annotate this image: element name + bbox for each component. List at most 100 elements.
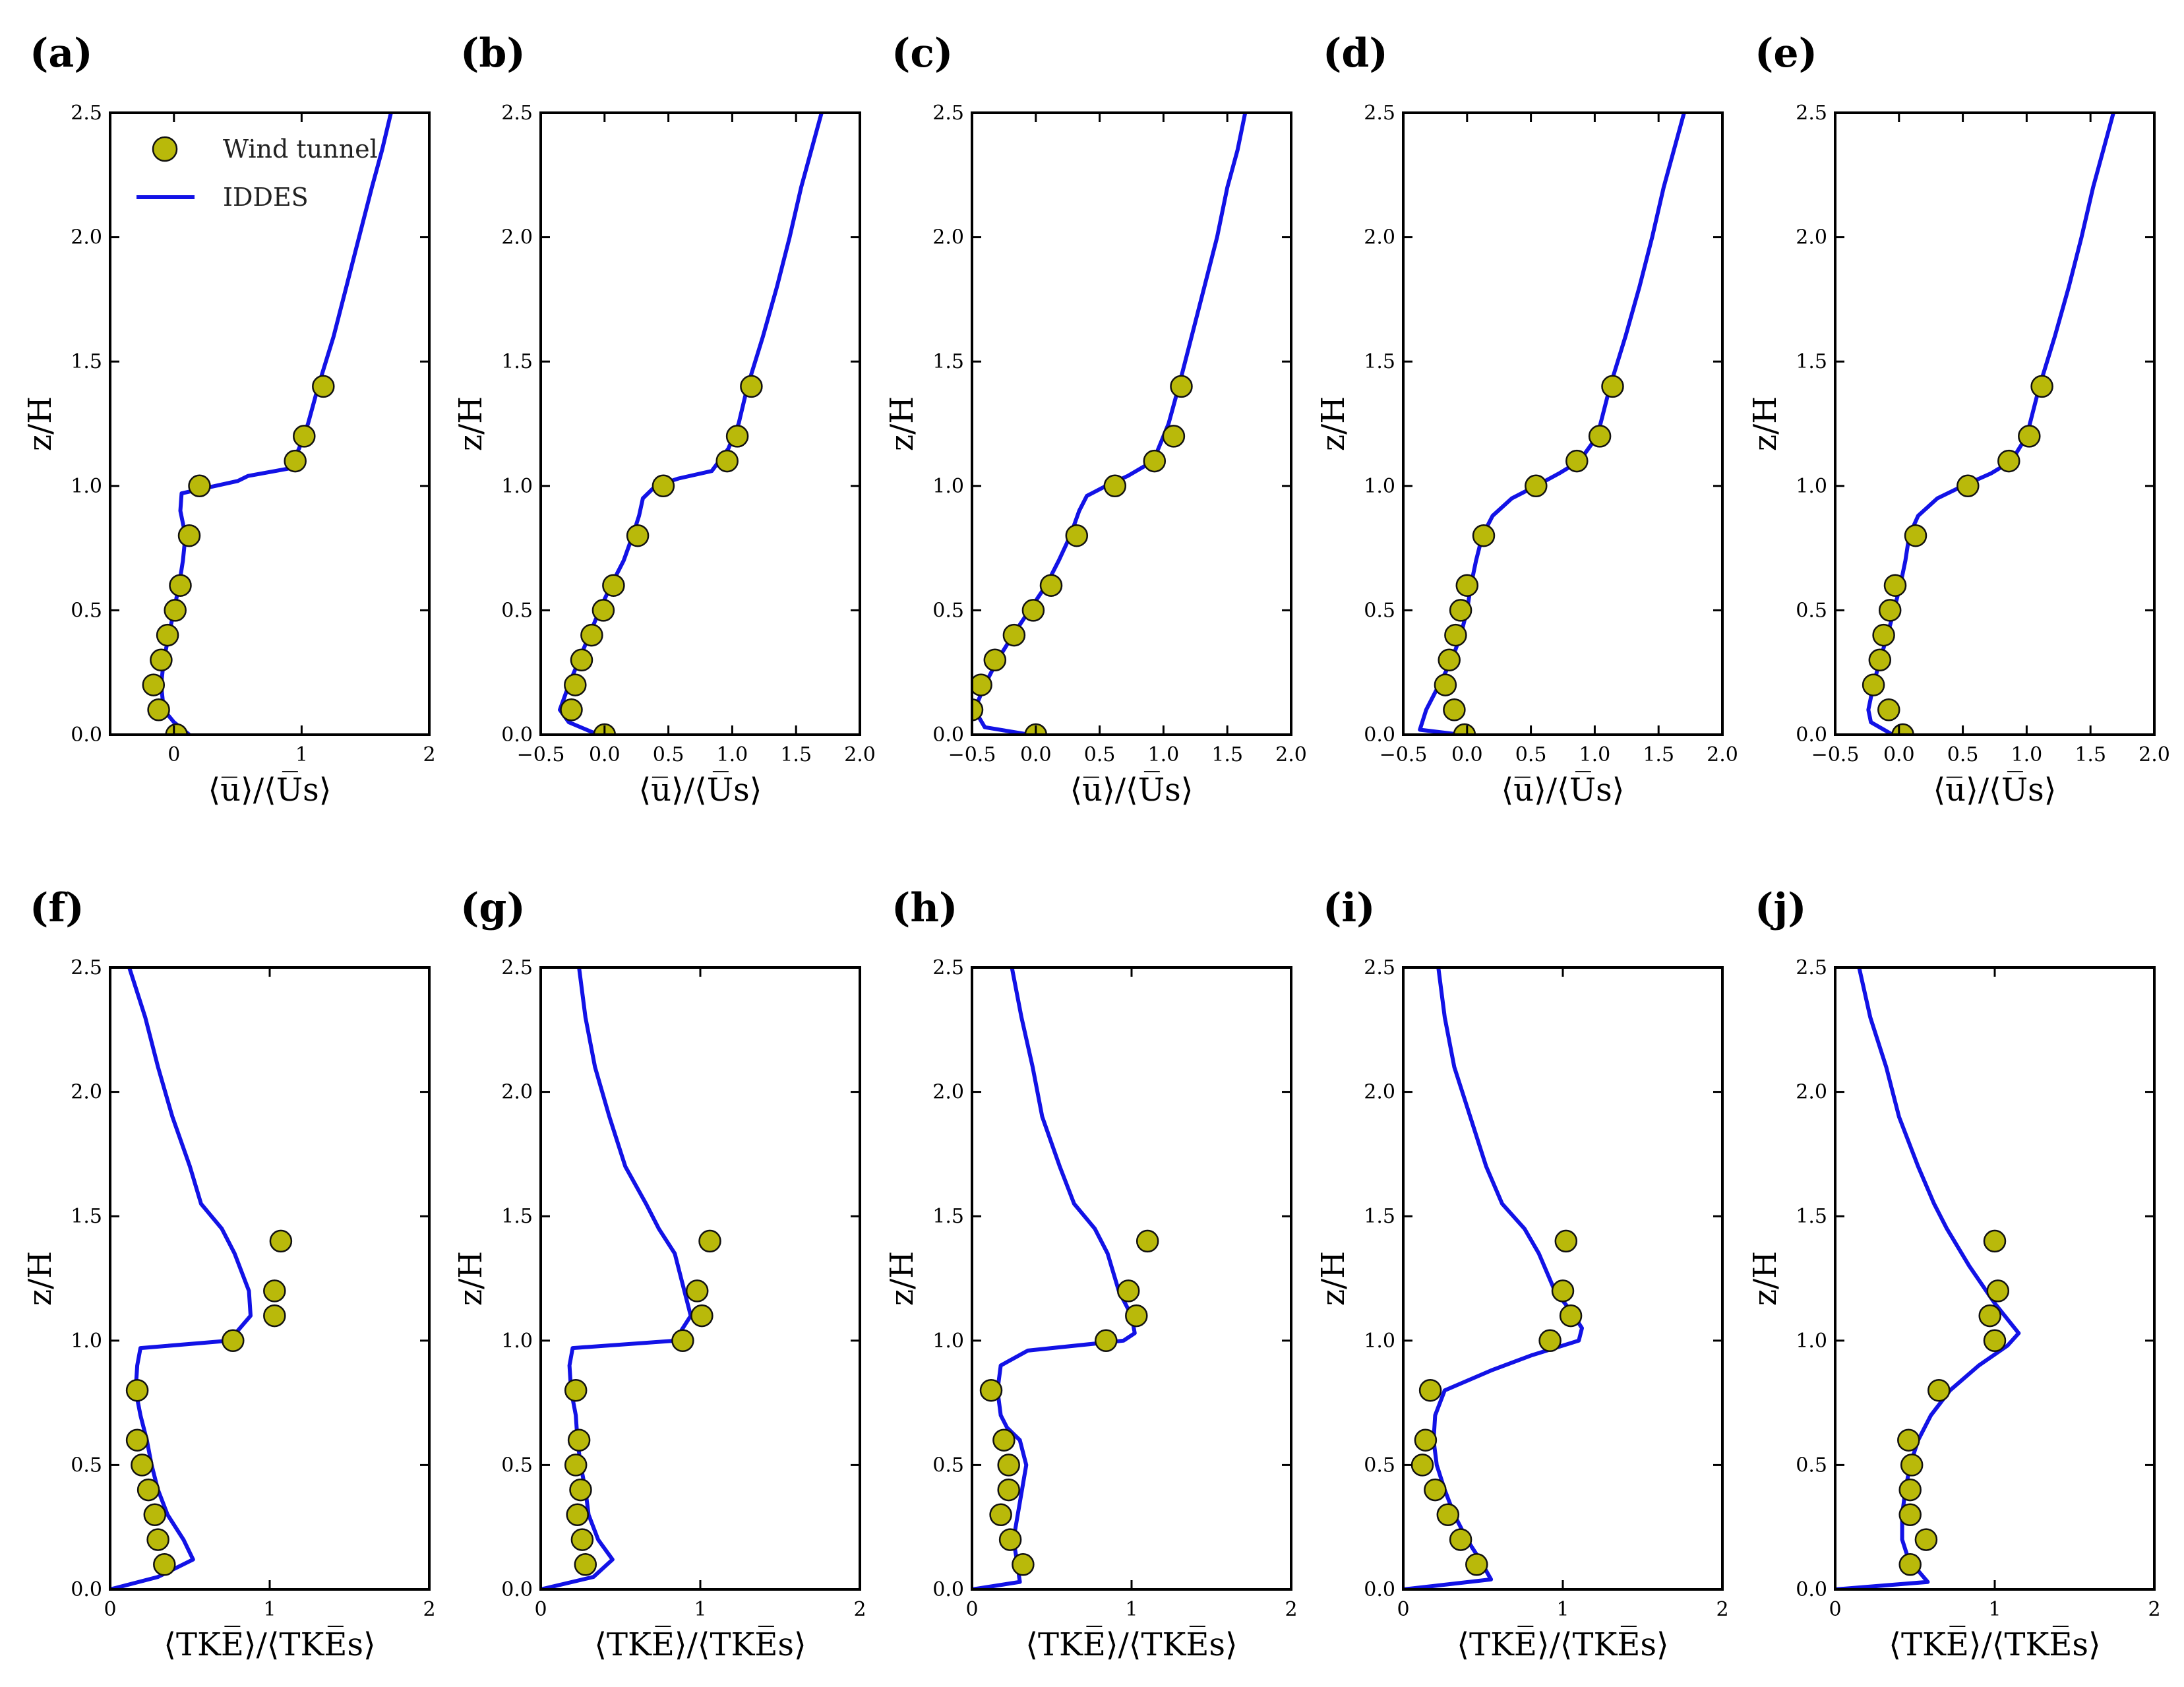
wind-tunnel-point: [1443, 698, 1466, 721]
wind-tunnel-point: [989, 1503, 1012, 1527]
wind-tunnel-point: [1162, 425, 1186, 448]
plot-area: [142, 113, 393, 735]
wind-tunnel-point: [1410, 1454, 1434, 1477]
wind-tunnel-point: [1897, 1428, 1920, 1452]
x-tick-label: 1.0: [1148, 743, 1180, 766]
x-tick-label: 1.0: [717, 743, 748, 766]
wind-tunnel-point: [566, 1503, 589, 1527]
iddes-line: [972, 967, 1137, 1589]
y-tick-label: 0.5: [1796, 599, 1827, 622]
panel-label: (e): [1755, 30, 1817, 77]
y-tick-label: 1.0: [1796, 1330, 1827, 1353]
chart-panel-g: (g) 0 1 2 0.0 0.5 1.0 1.5 2.0 2.5 ⟨TKE̅⟩/⟨TKE̅s⟩ z/…: [452, 885, 866, 1663]
y-axis-label: z/H: [1747, 1251, 1784, 1306]
wind-tunnel-point: [1559, 1304, 1583, 1328]
wind-tunnel-point: [1983, 1329, 2007, 1353]
wind-tunnel-point: [570, 1528, 594, 1551]
y-tick-label: 2.0: [501, 226, 533, 249]
wind-tunnel-point: [2030, 375, 2053, 398]
y-axis-label: z/H: [452, 1251, 489, 1306]
wind-tunnel-point: [177, 524, 201, 547]
wind-tunnel-point: [1116, 1279, 1140, 1303]
x-tick-label: 1.0: [1579, 743, 1611, 766]
wind-tunnel-point: [1927, 1378, 1951, 1402]
wind-tunnel-point: [1957, 474, 1980, 498]
wind-tunnel-point: [1601, 375, 1624, 398]
chart-panel-j: (j) 0 1 2 0.0 0.5 1.0 1.5 2.0 2.5 ⟨TKE̅⟩/⟨TKE̅s⟩ z/…: [1747, 885, 2161, 1663]
y-tick-label: 0.5: [71, 1454, 102, 1477]
x-tick-label: 0: [965, 1598, 978, 1621]
y-axis-label: z/H: [884, 1251, 921, 1306]
wind-tunnel-point: [125, 1378, 149, 1402]
y-tick-label: 0.5: [1364, 599, 1395, 622]
wind-tunnel-point: [169, 574, 192, 597]
wind-tunnel-point: [146, 1528, 169, 1551]
wind-tunnel-point: [564, 673, 587, 696]
x-tick-label: 0.0: [1883, 743, 1915, 766]
wind-tunnel-point: [1021, 599, 1045, 622]
y-tick-label: 2.5: [1364, 102, 1395, 125]
iddes-line: [1835, 967, 2021, 1589]
y-tick-label: 2.5: [501, 956, 533, 979]
legend: Wind tunnel IDDES: [136, 135, 378, 212]
y-axis-label: z/H: [884, 396, 921, 451]
wind-tunnel-point: [1891, 723, 1914, 735]
chart-panel-h: (h) 0 1 2 0.0 0.5 1.0 1.5 2.0 2.5 ⟨TKE̅⟩/⟨TKE̅s⟩ z/…: [884, 885, 1298, 1663]
y-tick-label: 1.0: [1364, 1330, 1395, 1353]
y-tick-label: 2.5: [1796, 956, 1827, 979]
chart-panel-c: (c)−0.5 0.0 0.5 1.0 1.5 2.00.00.51.01.52.02.5…: [884, 30, 1307, 809]
y-tick-label: 0.5: [501, 599, 533, 622]
wind-tunnel-point: [564, 1378, 588, 1402]
y-tick-label: 0.0: [71, 1578, 102, 1601]
wind-tunnel-point: [1525, 474, 1548, 498]
wind-tunnel-point: [1904, 524, 1927, 547]
y-tick-label: 0.5: [501, 1454, 533, 1477]
y-tick-label: 1.5: [71, 350, 102, 373]
x-tick-label: 2.0: [1707, 743, 1738, 766]
chart-panel-e: (e)−0.5 0.0 0.5 1.0 1.5 2.00.00.51.01.52.02.5…: [1747, 30, 2170, 809]
wind-tunnel-point: [715, 449, 739, 473]
y-tick-label: 0.0: [501, 1578, 533, 1601]
y-tick-label: 2.5: [501, 102, 533, 125]
wind-tunnel-point: [972, 698, 984, 721]
wind-tunnel-point: [1900, 1454, 1924, 1477]
wind-tunnel-point: [131, 1454, 154, 1477]
y-tick-label: 2.5: [1796, 102, 1827, 125]
x-tick-label: 2: [2148, 1598, 2160, 1621]
wind-tunnel-point: [1039, 574, 1063, 597]
wind-tunnel-point: [564, 1454, 588, 1477]
y-axis-label: z/H: [22, 396, 59, 451]
y-tick-label: 1.5: [501, 350, 533, 373]
x-axis-label: ⟨TKE̅⟩/⟨TKE̅s⟩: [1025, 1625, 1238, 1663]
x-tick-label: 1.5: [1211, 743, 1243, 766]
y-tick-label: 0.5: [1364, 1454, 1395, 1477]
chart-panel-i: (i) 0 1 2 0.0 0.5 1.0 1.5 2.0 2.5 ⟨TKE̅⟩/⟨TKE̅s⟩ z/…: [1315, 885, 1729, 1663]
x-axis-label: ⟨u̅⟩/⟨U̅s⟩: [1070, 770, 1193, 809]
y-tick-label: 0.0: [1364, 1578, 1395, 1601]
panels: (a) 0 1 2 0.0 0.5 1.0 1.5 2.0 2.5 ⟨u̅⟩/⟨U̅s⟩ z/H Win…: [22, 30, 2170, 1663]
y-axis-label: z/H: [1315, 1251, 1352, 1306]
panel-label: (h): [892, 885, 957, 931]
x-tick-label: 2: [853, 1598, 866, 1621]
y-tick-label: 0.0: [1796, 723, 1827, 747]
wind-tunnel-point: [150, 648, 173, 672]
iddes-line: [541, 967, 693, 1589]
wind-tunnel-point: [1449, 599, 1472, 622]
y-tick-label: 0.0: [71, 723, 102, 747]
panel-label: (c): [892, 30, 953, 77]
wind-tunnel-point: [1436, 1503, 1460, 1527]
wind-tunnel-point: [1554, 1229, 1578, 1253]
x-axis-label: ⟨u̅⟩/⟨U̅s⟩: [208, 770, 331, 809]
x-axis-label: ⟨TKE̅⟩/⟨TKE̅s⟩: [1457, 1625, 1669, 1663]
wind-tunnel-point: [1883, 574, 1907, 597]
axes-frame: [1834, 111, 2156, 736]
wind-tunnel-point: [263, 1304, 286, 1328]
x-tick-label: 2: [1716, 1598, 1728, 1621]
y-tick-label: 1.0: [71, 475, 102, 498]
wind-tunnel-point: [1898, 1553, 1922, 1576]
wind-tunnel-point: [592, 599, 615, 622]
x-tick-label: 1.5: [1643, 743, 1674, 766]
wind-tunnel-point: [1898, 1478, 1922, 1502]
y-axis-label: z/H: [452, 396, 489, 451]
